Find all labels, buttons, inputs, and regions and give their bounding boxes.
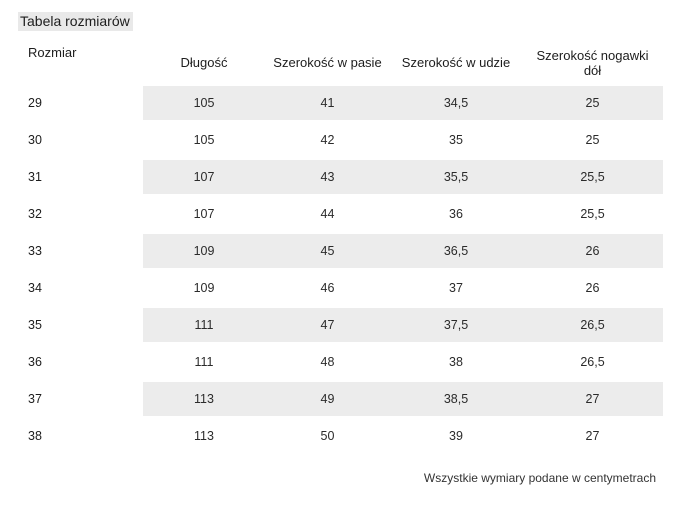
measurement-cell: 25,5: [522, 160, 663, 194]
measurement-cell: 41: [265, 86, 390, 120]
size-cell: 32: [18, 197, 143, 231]
measurement-cell: 34,5: [390, 86, 522, 120]
column-header-szerokosc-udo: Szerokość w udzie: [401, 55, 511, 70]
column-header-rozmiar: Rozmiar: [28, 45, 77, 60]
table-row: 35 111 47 37,5 26,5: [18, 308, 663, 342]
measurement-cell: 26,5: [580, 355, 605, 369]
measurement-cell: 107: [143, 160, 265, 194]
size-cell: 33: [18, 234, 143, 268]
measurement-cell: 113: [194, 429, 214, 443]
size-chart-content: Tabela rozmiarów Rozmiar Długość Szeroko…: [18, 12, 690, 485]
measurement-cell: 36: [449, 207, 463, 221]
size-cell: 38: [18, 419, 143, 453]
measurement-cell: 105: [193, 133, 215, 147]
size-table-header: Rozmiar Długość Szerokość w pasie Szerok…: [18, 42, 663, 83]
measurement-cell: 37,5: [390, 308, 522, 342]
measurement-cell: 38,5: [390, 382, 522, 416]
measurement-cell: 35,5: [390, 160, 522, 194]
table-row: 31 107 43 35,5 25,5: [18, 160, 663, 194]
size-cell: 35: [18, 308, 143, 342]
measurement-cell: 43: [265, 160, 390, 194]
measurement-cell: 46: [320, 281, 335, 295]
measurement-cell: 26: [585, 281, 600, 295]
table-row: 29 105 41 34,5 25: [18, 86, 663, 120]
size-cell: 37: [18, 382, 143, 416]
measurement-cell: 37: [449, 281, 463, 295]
measurement-cell: 47: [265, 308, 390, 342]
measurement-cell: 49: [265, 382, 390, 416]
measurement-cell: 36,5: [390, 234, 522, 268]
size-cell: 30: [18, 123, 143, 157]
measurement-cell: 26: [522, 234, 663, 268]
measurement-cell: 107: [193, 207, 215, 221]
measurement-cell: 35: [449, 133, 463, 147]
measurement-cell: 109: [193, 281, 215, 295]
size-table-body: 29 105 41 34,5 25 30 105 42 35 25 31 107 43 35,5 25,5 3…: [18, 86, 663, 453]
table-row: 32 107 44 36 25,5: [18, 197, 663, 231]
measurement-cell: 25,5: [580, 207, 605, 221]
table-row: 38 113 50 39 27: [18, 419, 663, 453]
page-title-text: Tabela rozmiarów: [18, 12, 133, 31]
size-cell: 34: [18, 271, 143, 305]
column-header-szerokosc-pas: Szerokość w pasie: [273, 55, 382, 70]
table-row: 30 105 42 35 25: [18, 123, 663, 157]
measurement-cell: 111: [194, 355, 214, 369]
column-header-dlugosc: Długość: [180, 55, 228, 70]
measurement-cell: 25: [585, 133, 600, 147]
size-table: Rozmiar Długość Szerokość w pasie Szerok…: [18, 39, 663, 456]
measurement-cell: 44: [320, 207, 335, 221]
table-row: 37 113 49 38,5 27: [18, 382, 663, 416]
column-header-szerokosc-nogawka: Szerokość nogawki dół: [536, 47, 649, 78]
measurement-cell: 39: [449, 429, 463, 443]
table-row: 34 109 46 37 26: [18, 271, 663, 305]
size-cell: 29: [18, 86, 143, 120]
page-title: Tabela rozmiarów: [18, 12, 690, 31]
measurement-cell: 48: [320, 355, 335, 369]
size-cell: 31: [18, 160, 143, 194]
size-cell: 36: [18, 345, 143, 379]
measurement-cell: 42: [320, 133, 335, 147]
footer-note: Wszystkie wymiary podane w centymetrach: [423, 471, 656, 485]
table-row: 36 111 48 38 26,5: [18, 345, 663, 379]
table-row: 33 109 45 36,5 26: [18, 234, 663, 268]
measurement-cell: 25: [522, 86, 663, 120]
measurement-cell: 26,5: [522, 308, 663, 342]
measurement-cell: 113: [143, 382, 265, 416]
measurement-cell: 105: [143, 86, 265, 120]
measurement-cell: 45: [265, 234, 390, 268]
measurement-cell: 50: [320, 429, 335, 443]
measurement-cell: 27: [585, 429, 600, 443]
measurement-cell: 27: [522, 382, 663, 416]
measurement-cell: 111: [143, 308, 265, 342]
header-row: Rozmiar Długość Szerokość w pasie Szerok…: [18, 42, 663, 83]
measurement-cell: 109: [143, 234, 265, 268]
measurement-cell: 38: [449, 355, 463, 369]
